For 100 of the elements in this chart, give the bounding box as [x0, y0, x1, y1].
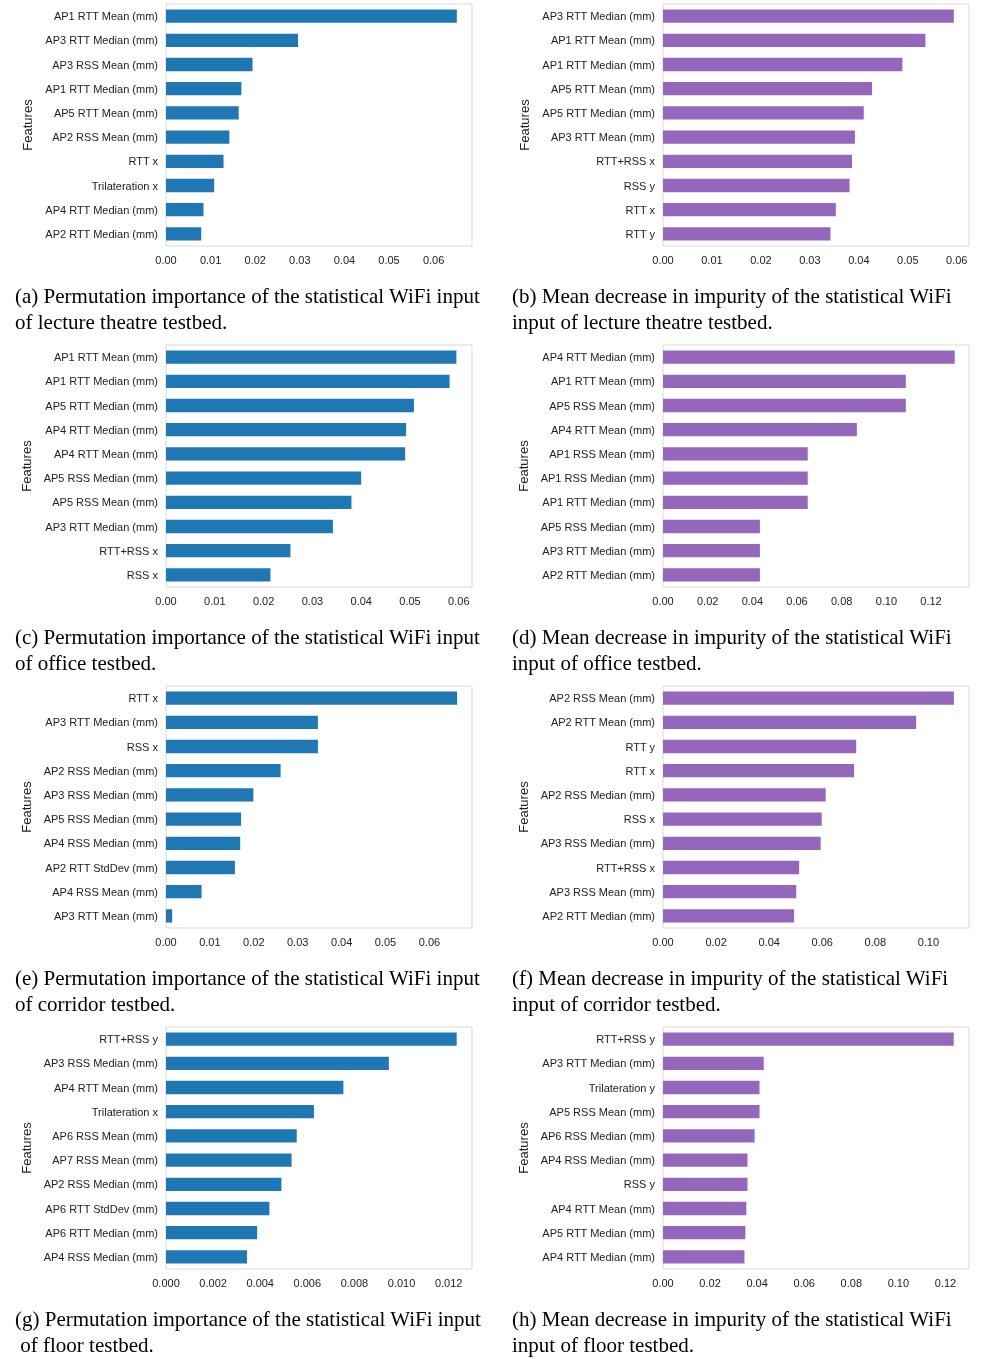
y-tick-label: RTT x: [625, 203, 656, 216]
x-tick-label: 0.004: [246, 1276, 274, 1289]
x-tick-label: 0.02: [243, 935, 265, 948]
bar: [166, 1226, 258, 1240]
y-tick-label: AP4 RTT Median (mm): [45, 203, 158, 216]
x-tick-label: 0.01: [204, 594, 226, 607]
y-tick-label: AP2 RTT Median (mm): [542, 909, 655, 922]
bar: [663, 57, 903, 72]
y-tick-label: AP6 RTT Median (mm): [45, 1226, 158, 1239]
text: (f) Mean decrease in impurity of the statistical WiFi input of corridor testbed.: [512, 966, 954, 1016]
bar: [166, 350, 457, 364]
bar: [663, 130, 855, 144]
y-axis-title: Features: [515, 439, 531, 492]
x-tick-label: 0.04: [333, 253, 356, 266]
bar: [166, 812, 242, 826]
y-tick-label: AP1 RTT Median (mm): [542, 496, 655, 509]
x-tick-label: 0.04: [330, 935, 353, 948]
y-tick-label: AP2 RTT Median (mm): [45, 227, 158, 240]
bar: [663, 788, 826, 802]
x-tick-label: 0.06: [786, 594, 808, 607]
bar: [166, 568, 271, 582]
y-tick-label: Trilateration x: [91, 1105, 159, 1118]
bar: [166, 423, 407, 437]
y-tick-label: AP6 RTT StdDev (mm): [45, 1202, 158, 1215]
bar: [663, 836, 821, 850]
y-tick-label: RTT x: [128, 692, 159, 705]
y-tick-label: AP1 RTT Mean (mm): [550, 375, 655, 388]
y-axis-title: Features: [18, 439, 34, 492]
bar: [663, 1226, 746, 1240]
bar: [166, 519, 333, 534]
bar: [166, 9, 457, 23]
y-tick-label: AP5 RTT Mean (mm): [53, 106, 158, 119]
x-tick-label: 0.02: [699, 1276, 721, 1289]
y-tick-label: AP4 RTT Median (mm): [542, 1250, 655, 1263]
x-tick-label: 0.06: [793, 1276, 815, 1289]
x-tick-label: 0.02: [244, 253, 266, 266]
x-tick-label: 0.04: [758, 935, 780, 948]
bar: [663, 1153, 748, 1167]
bar: [166, 909, 173, 923]
x-tick-label: 0.06: [946, 253, 968, 266]
y-tick-label: AP1 RTT Mean (mm): [53, 351, 158, 364]
y-tick-label: AP3 RTT Median (mm): [542, 1057, 655, 1070]
y-tick-label: AP4 RTT Mean (mm): [53, 447, 158, 460]
y-tick-label: RTT+RSS y: [99, 1033, 159, 1046]
bar: [663, 1177, 748, 1191]
y-tick-label: AP5 RSS Mean (mm): [52, 496, 158, 509]
x-tick-label: 0.05: [897, 253, 919, 266]
y-tick-label: AP4 RTT Mean (mm): [550, 423, 655, 436]
x-tick-label: 0.10: [887, 1276, 910, 1289]
y-tick-label: RTT+RSS x: [99, 544, 159, 557]
bar: [663, 203, 836, 217]
y-tick-label: RTT x: [128, 155, 159, 168]
bar: [166, 1129, 297, 1143]
bar: [166, 1250, 248, 1264]
y-tick-label: AP1 RTT Median (mm): [542, 58, 655, 71]
x-tick-label: 0.12: [920, 594, 942, 607]
bar: [663, 739, 857, 754]
x-tick-label: 0.10: [917, 935, 940, 948]
y-tick-label: AP3 RTT Median (mm): [542, 10, 655, 23]
bar: [166, 82, 242, 96]
y-tick-label: RTT+RSS x: [596, 155, 656, 168]
x-tick-label: 0.08: [864, 935, 887, 948]
x-tick-label: 0.04: [741, 594, 764, 607]
y-tick-label: AP2 RTT Mean (mm): [550, 716, 655, 729]
y-tick-label: RSS y: [623, 1178, 656, 1191]
bar: [663, 398, 906, 413]
bar: [166, 178, 215, 193]
bar: [166, 1105, 314, 1119]
x-tick-label: 0.05: [374, 935, 397, 948]
x-tick-label: 0.05: [378, 253, 400, 266]
bar: [663, 447, 808, 461]
bar: [166, 398, 414, 413]
bar: [166, 860, 235, 875]
y-tick-label: AP3 RTT Median (mm): [542, 544, 655, 557]
x-tick-label: 0.00: [155, 935, 177, 948]
y-tick-label: AP3 RTT Mean (mm): [53, 909, 158, 922]
bar: [166, 130, 230, 144]
x-tick-label: 0.01: [701, 253, 723, 266]
bar: [663, 691, 954, 705]
bar: [166, 715, 318, 729]
bar: [166, 764, 281, 778]
y-tick-label: AP2 RSS Median (mm): [43, 764, 158, 777]
bar: [166, 1080, 344, 1095]
y-tick-label: AP5 RSS Mean (mm): [549, 399, 655, 412]
y-tick-label: AP5 RSS Median (mm): [43, 472, 158, 485]
bar: [663, 374, 906, 388]
text: (c) Permutation importance of the statistical WiFi input of office testbed.: [15, 625, 485, 675]
bar: [663, 1201, 747, 1216]
y-tick-label: AP6 RSS Mean (mm): [52, 1129, 158, 1142]
y-tick-label: RSS x: [623, 813, 656, 826]
y-tick-label: AP4 RSS Mean (mm): [52, 885, 158, 898]
x-tick-label: 0.06: [811, 935, 833, 948]
bar: [166, 788, 254, 802]
y-tick-label: AP2 RTT StdDev (mm): [45, 861, 158, 874]
y-tick-label: AP3 RTT Median (mm): [45, 520, 158, 533]
text: (g) Permutation importance of the statistical WiFi input of floor testbed.: [15, 1307, 482, 1357]
bar: [663, 82, 873, 96]
x-tick-label: 0.010: [387, 1276, 416, 1289]
x-tick-label: 0.04: [848, 253, 870, 266]
bar: [166, 227, 202, 241]
